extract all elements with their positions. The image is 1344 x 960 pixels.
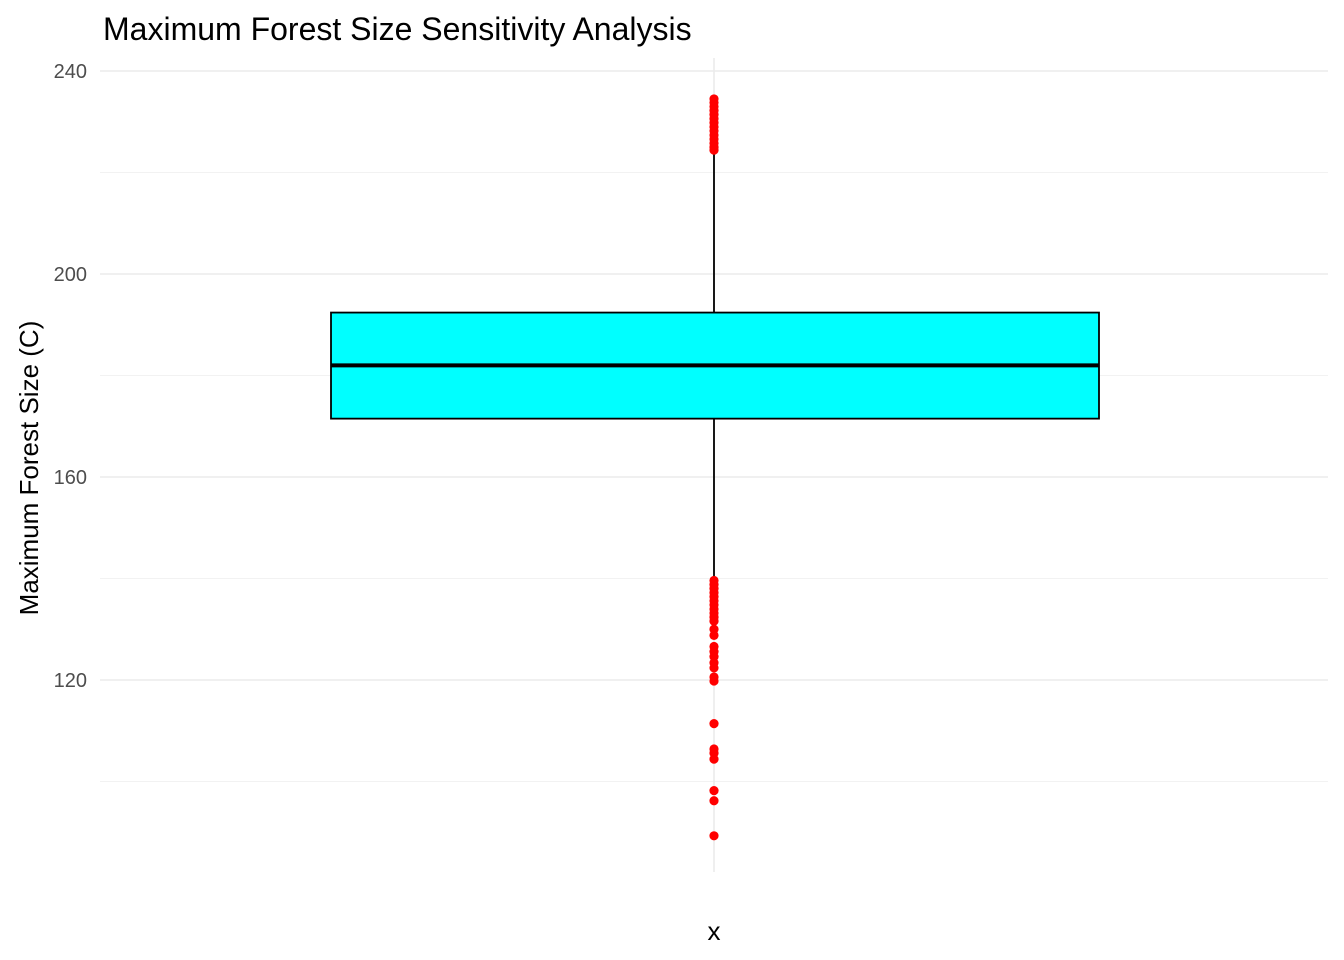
box-marks — [330, 152, 1100, 579]
outlier-point — [709, 676, 719, 686]
y-tick-label: 240 — [54, 61, 87, 83]
outlier-point — [709, 796, 719, 806]
outlier-point — [709, 145, 719, 155]
outlier-point — [709, 630, 719, 640]
y-axis-label: Maximum Forest Size (C) — [14, 321, 44, 616]
outlier-point — [709, 754, 719, 764]
outlier-point — [709, 719, 719, 729]
chart-title: Maximum Forest Size Sensitivity Analysis — [103, 11, 692, 47]
x-axis-label: x — [708, 916, 721, 946]
outlier-points — [709, 94, 719, 841]
y-tick-label: 120 — [54, 670, 87, 692]
y-tick-label: 200 — [54, 264, 87, 286]
outlier-point — [709, 616, 719, 626]
y-tick-label: 160 — [54, 467, 87, 489]
outlier-point — [709, 663, 719, 673]
y-tick-labels: 120 160 200 240 — [54, 61, 87, 692]
outlier-point — [709, 786, 719, 796]
outlier-point — [709, 831, 719, 841]
